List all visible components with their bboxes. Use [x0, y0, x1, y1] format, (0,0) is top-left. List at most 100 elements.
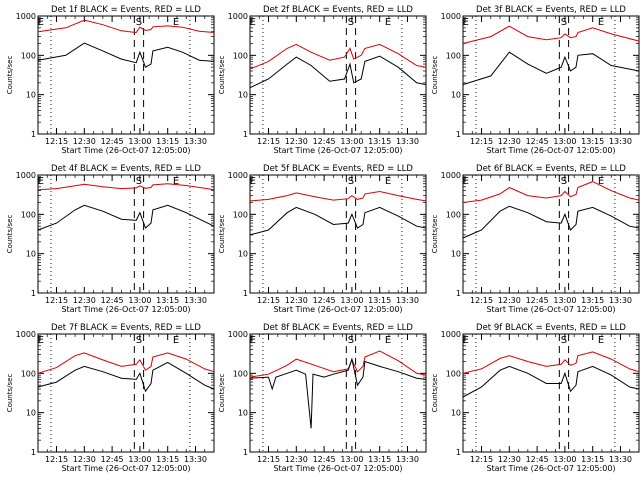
- x-tick-label: 13:30: [609, 137, 632, 146]
- x-tick-label: 12:30: [73, 137, 96, 146]
- series-lld-line: [37, 352, 215, 374]
- marker-label-e: E: [38, 335, 44, 346]
- x-tick-label: 13:15: [368, 137, 391, 146]
- y-tick-label: 1: [31, 130, 36, 139]
- x-axis-label: Start Time (26-Oct-07 12:05:00): [61, 464, 190, 473]
- plot-frame: [37, 15, 215, 135]
- x-tick-label: 12:15: [470, 455, 493, 464]
- panel-det-1: Det 1f BLACK = Events, RED = LLD 1 10 100 10…: [6, 5, 215, 155]
- marker-label-s: S: [348, 176, 354, 187]
- x-tick-label: 13:15: [156, 455, 179, 464]
- y-tick-label: 1000: [228, 12, 248, 21]
- x-tick-label: 12:15: [257, 296, 280, 305]
- y-tick-label: 100: [21, 51, 36, 60]
- x-tick-label: 12:15: [45, 296, 68, 305]
- series-lld-line: [462, 351, 640, 374]
- y-tick-label: 100: [233, 369, 248, 378]
- marker-label-e: E: [385, 17, 391, 28]
- x-tick-label: 12:15: [257, 137, 280, 146]
- y-tick-label: 1000: [16, 171, 36, 180]
- y-tick-label: 10: [26, 409, 36, 418]
- series-events-line: [462, 51, 640, 86]
- x-tick-label: 12:45: [526, 296, 549, 305]
- plot-frame: [249, 15, 427, 135]
- x-tick-label: 12:45: [313, 296, 336, 305]
- x-tick-label: 12:30: [498, 455, 521, 464]
- y-axis-label: Counts/sec: [431, 215, 439, 254]
- plot-frame: [37, 333, 215, 453]
- x-tick-label: 12:45: [101, 296, 124, 305]
- x-tick-label: 13:30: [184, 137, 207, 146]
- y-tick-label: 100: [21, 210, 36, 219]
- panel-title: Det 1f BLACK = Events, RED = LLD: [51, 5, 201, 15]
- x-tick-label: 12:15: [470, 296, 493, 305]
- panel-title: Det 2f BLACK = Events, RED = LLD: [263, 5, 413, 15]
- series-events-line: [249, 55, 427, 89]
- marker-label-e: E: [38, 176, 44, 187]
- y-tick-label: 10: [238, 91, 248, 100]
- x-axis-label: Start Time (26-Oct-07 12:05:00): [61, 305, 190, 314]
- x-axis-label: Start Time (26-Oct-07 12:05:00): [486, 305, 615, 314]
- y-tick-label: 100: [446, 210, 461, 219]
- marker-label-s: S: [136, 176, 142, 187]
- marker-label-e: E: [250, 17, 256, 28]
- y-tick-label: 10: [451, 409, 461, 418]
- y-tick-label: 10: [451, 250, 461, 259]
- plot-frame: [462, 15, 640, 135]
- series-events-line: [37, 204, 215, 231]
- x-tick-label: 12:30: [498, 137, 521, 146]
- series-events-line: [37, 361, 215, 393]
- panel-det-7: Det 7f BLACK = Events, RED = LLD 1 10 100 10…: [6, 323, 215, 473]
- x-tick-label: 13:15: [581, 137, 604, 146]
- y-axis-label: Counts/sec: [431, 374, 439, 413]
- marker-label-e: E: [463, 17, 469, 28]
- x-tick-label: 13:30: [609, 455, 632, 464]
- marker-label-e: E: [173, 17, 179, 28]
- series-lld-line: [462, 181, 640, 203]
- panel-det-2: Det 2f BLACK = Events, RED = LLD 1 10 100 10…: [218, 5, 427, 155]
- series-lld-line: [37, 183, 215, 191]
- marker-label-s: S: [348, 17, 354, 28]
- y-tick-label: 1: [31, 448, 36, 457]
- series-lld-line: [462, 25, 640, 44]
- panel-title: Det 4f BLACK = Events, RED = LLD: [51, 164, 201, 174]
- marker-label-e: E: [385, 335, 391, 346]
- panel-title: Det 8f BLACK = Events, RED = LLD: [263, 323, 413, 333]
- series-events-line: [462, 365, 640, 398]
- panel-title: Det 9f BLACK = Events, RED = LLD: [476, 323, 626, 333]
- y-tick-label: 10: [238, 409, 248, 418]
- x-tick-label: 13:30: [396, 455, 419, 464]
- x-tick-label: 13:30: [609, 296, 632, 305]
- x-tick-label: 12:45: [526, 455, 549, 464]
- plot-frame: [249, 174, 427, 294]
- x-tick-label: 13:00: [553, 455, 576, 464]
- x-tick-label: 13:00: [340, 455, 363, 464]
- marker-label-s: S: [348, 335, 354, 346]
- x-tick-label: 12:30: [285, 137, 308, 146]
- x-tick-label: 12:15: [470, 137, 493, 146]
- series-lld-line: [37, 19, 215, 34]
- y-tick-label: 1: [243, 289, 248, 298]
- y-tick-label: 100: [21, 369, 36, 378]
- x-tick-label: 12:45: [526, 137, 549, 146]
- x-tick-label: 12:45: [313, 137, 336, 146]
- series-lld-line: [249, 43, 427, 70]
- x-tick-label: 13:30: [184, 296, 207, 305]
- series-events-line: [462, 205, 640, 239]
- marker-label-s: S: [561, 335, 567, 346]
- x-axis-label: Start Time (26-Oct-07 12:05:00): [486, 464, 615, 473]
- y-axis-label: Counts/sec: [218, 215, 226, 254]
- x-tick-label: 13:15: [368, 455, 391, 464]
- x-axis-label: Start Time (26-Oct-07 12:05:00): [273, 464, 402, 473]
- y-tick-label: 100: [446, 369, 461, 378]
- x-tick-label: 13:00: [553, 137, 576, 146]
- y-axis-label: Counts/sec: [431, 56, 439, 95]
- y-tick-label: 1000: [228, 171, 248, 180]
- series-events-line: [249, 357, 427, 429]
- x-tick-label: 13:00: [128, 296, 151, 305]
- x-tick-label: 13:30: [396, 296, 419, 305]
- panel-det-6: Det 6f BLACK = Events, RED = LLD 1 10 100 10…: [431, 164, 640, 314]
- x-tick-label: 13:30: [184, 455, 207, 464]
- y-tick-label: 1: [243, 130, 248, 139]
- marker-label-s: S: [561, 17, 567, 28]
